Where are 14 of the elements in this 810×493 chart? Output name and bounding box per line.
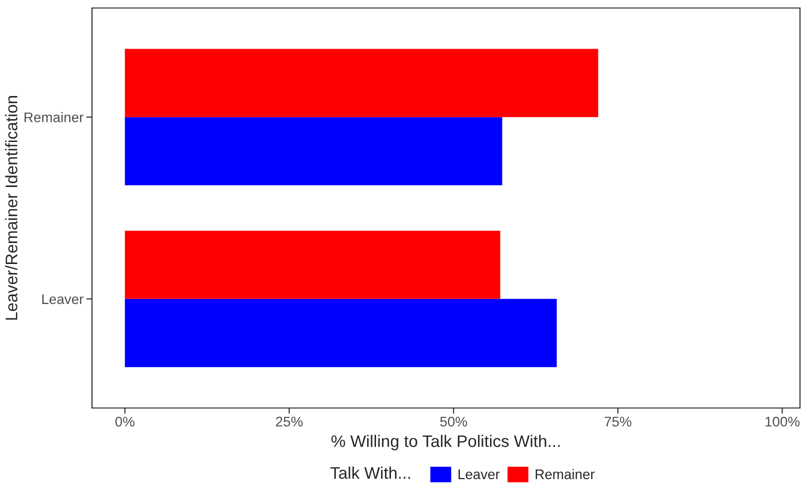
bar: [124, 117, 502, 186]
x-tick-label: 25%: [276, 416, 303, 427]
x-tick-label: 75%: [604, 416, 632, 427]
x-tick-label: 0%: [115, 416, 134, 427]
y-axis-title: Leaver/Remainer Identification: [5, 96, 18, 320]
legend-title: Talk With...: [330, 466, 410, 479]
x-axis-title: % Willing to Talk Politics With...: [331, 434, 560, 450]
bar: [124, 298, 557, 368]
bar: [124, 48, 598, 118]
legend-label: Remainer: [536, 469, 595, 480]
legend-label: Leaver: [458, 470, 500, 480]
bar: [124, 230, 500, 299]
x-tick-label: 50%: [440, 416, 467, 427]
x-tick-label: 100%: [766, 416, 800, 427]
